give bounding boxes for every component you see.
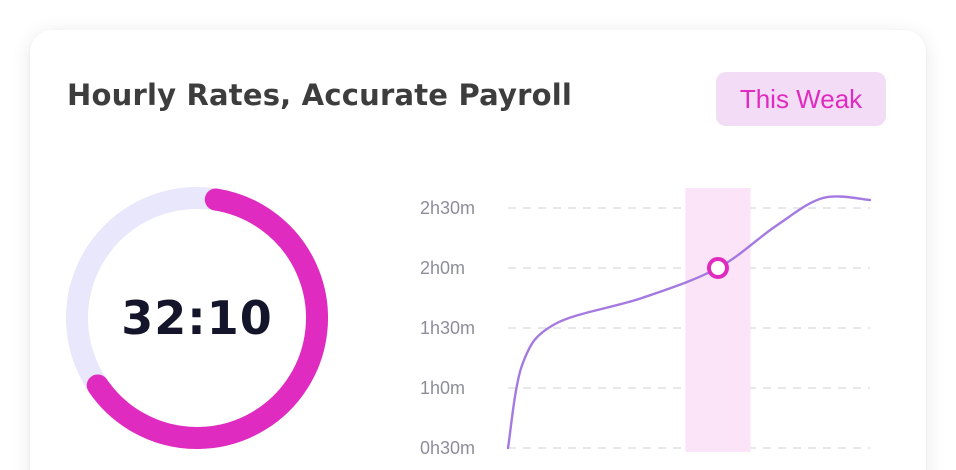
series-layer	[506, 195, 872, 450]
selected-point-marker[interactable]	[706, 257, 729, 279]
series-line	[506, 195, 872, 450]
y-tick-label: 1h0m	[420, 378, 465, 398]
timer-ring: 32:10	[66, 187, 328, 449]
period-select-button[interactable]: This Weak	[716, 72, 886, 126]
y-axis-ticks: 2h30m 2h0m 1h30m 1h0m 0h30m	[420, 198, 475, 458]
y-tick-label: 1h30m	[420, 318, 475, 338]
y-tick-label: 2h30m	[420, 198, 475, 218]
y-tick-label: 0h30m	[420, 438, 475, 458]
timer-value: 32:10	[121, 291, 273, 345]
marker-layer	[706, 257, 729, 279]
timer-ring-graphic	[66, 187, 328, 449]
highlight-band-layer	[685, 188, 751, 452]
y-tick-label: 2h0m	[420, 258, 465, 278]
card-title: Hourly Rates, Accurate Payroll	[67, 78, 573, 112]
hours-line-chart: 2h30m 2h0m 1h30m 1h0m 0h30m	[400, 170, 900, 470]
timer-ring-progress	[86, 188, 328, 449]
highlight-band	[685, 188, 751, 452]
hours-chart-canvas: 2h30m 2h0m 1h30m 1h0m 0h30m	[420, 188, 872, 458]
